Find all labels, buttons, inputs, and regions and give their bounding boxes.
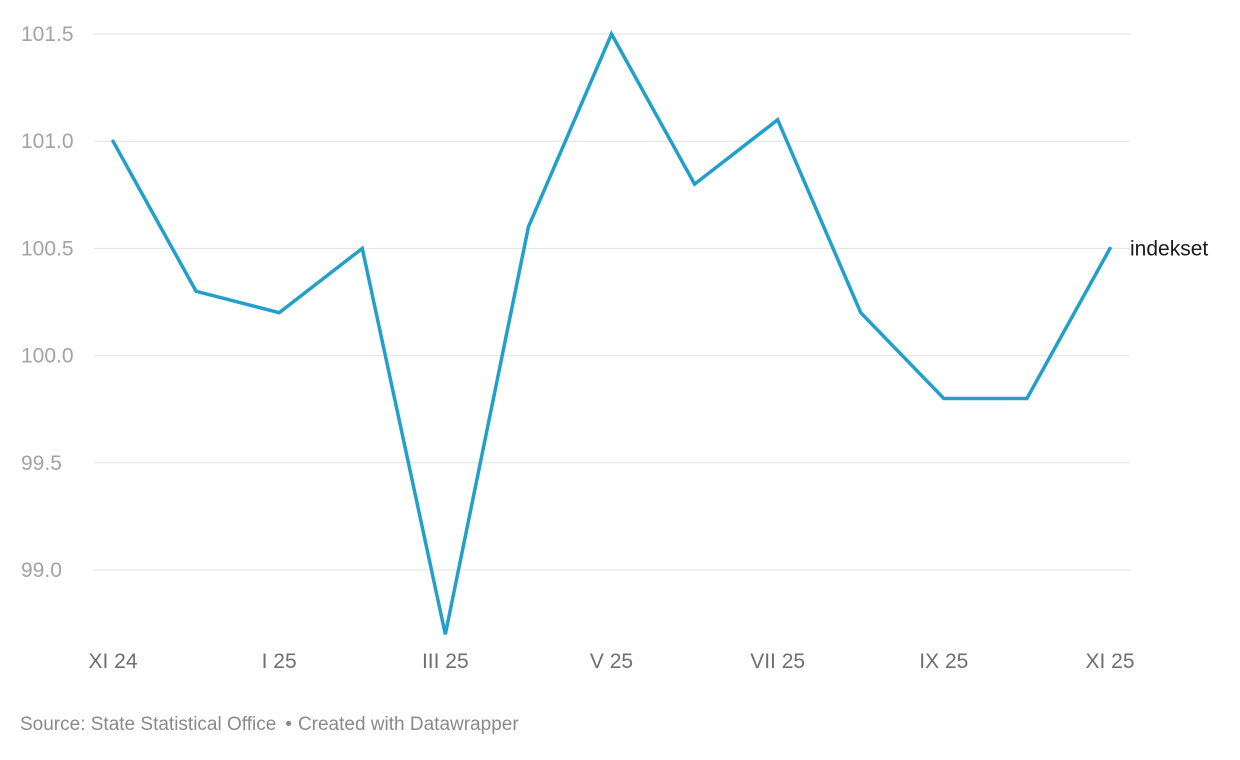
gridlines xyxy=(94,33,1130,571)
line-chart: 99.0 99.5 100.0 100.5 101.0 101.5 XI 24 I 25 II… xyxy=(21,23,1208,673)
y-tick-label: 99.5 xyxy=(21,452,62,475)
x-tick-label: VII 25 xyxy=(750,650,805,673)
y-tick-label: 99.0 xyxy=(21,559,62,582)
y-tick-label: 101.0 xyxy=(21,130,74,153)
y-tick-label: 100.5 xyxy=(21,237,74,260)
series-label: indekset xyxy=(1130,237,1208,260)
x-tick-label: III 25 xyxy=(422,650,469,673)
footer-separator: • xyxy=(285,714,292,735)
source-note: Source: State Statistical Office xyxy=(20,714,277,735)
x-tick-label: V 25 xyxy=(590,650,633,673)
series-layer: indekset xyxy=(111,30,1208,635)
series-line-indekset xyxy=(111,30,1112,635)
y-tick-label: 101.5 xyxy=(21,23,74,46)
x-tick-label: I 25 xyxy=(262,650,297,673)
y-axis-ticks: 99.0 99.5 100.0 100.5 101.0 101.5 xyxy=(21,23,74,582)
x-tick-label: XI 25 xyxy=(1085,650,1134,673)
credit-note: Created with Datawrapper xyxy=(297,714,519,735)
x-axis-ticks: XI 24 I 25 III 25 V 25 VII 25 IX 25 XI 25 xyxy=(88,650,1134,673)
x-tick-label: XI 24 xyxy=(88,650,137,673)
x-tick-label: IX 25 xyxy=(919,650,968,673)
chart-footer: Source: State Statistical Office • Created… xyxy=(20,714,519,736)
y-tick-label: 100.0 xyxy=(21,345,74,368)
